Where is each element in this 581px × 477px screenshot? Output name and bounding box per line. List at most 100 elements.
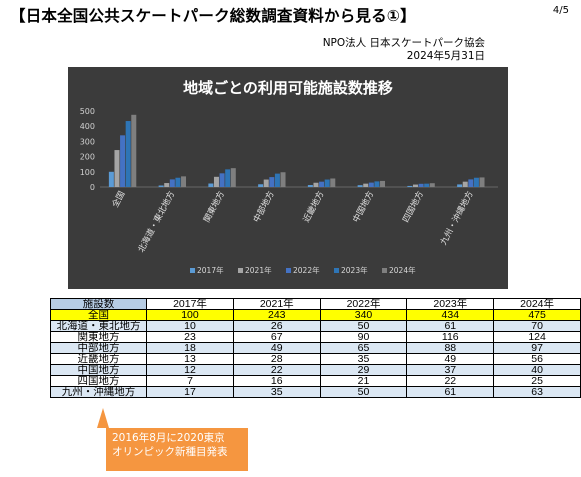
bar <box>424 183 430 187</box>
table-value-cell: 40 <box>493 364 581 376</box>
bar <box>263 179 269 187</box>
table-value-cell: 67 <box>232 331 321 343</box>
x-tick-label: 四国地方 <box>400 189 426 224</box>
x-tick-label: 中部地方 <box>251 189 277 224</box>
table-value-cell: 18 <box>146 342 234 354</box>
table-value-cell: 16 <box>232 375 321 387</box>
bar <box>473 177 479 187</box>
table-value-cell: 243 <box>232 309 321 321</box>
report-date: 2024年5月31日 <box>406 50 485 62</box>
org-name: NPO法人 日本スケートパーク協会 <box>322 37 485 49</box>
table-year-header: 2017年 <box>146 298 234 310</box>
x-tick-label: 全国 <box>110 189 128 209</box>
table-value-cell: 37 <box>406 364 495 376</box>
table-value-cell: 340 <box>319 309 408 321</box>
bar <box>468 179 474 187</box>
x-tick-label: 北海道・東北地方 <box>136 189 178 254</box>
table-value-cell: 100 <box>146 309 234 321</box>
y-tick-label: 400 <box>80 122 95 131</box>
x-tick-label: 近畿地方 <box>301 189 327 224</box>
table-region-cell: 関東地方 <box>49 331 148 343</box>
table-value-cell: 61 <box>406 320 495 332</box>
legend-label: 2022年 <box>293 265 320 275</box>
y-tick-label: 100 <box>80 168 95 177</box>
legend-swatch <box>286 268 291 273</box>
table-value-cell: 88 <box>406 342 495 354</box>
table-value-cell: 475 <box>493 309 581 321</box>
table-value-cell: 61 <box>406 386 495 398</box>
table-value-cell: 10 <box>146 320 234 332</box>
table-value-cell: 116 <box>406 331 495 343</box>
bar <box>412 184 418 187</box>
bar <box>462 181 468 187</box>
bar <box>280 172 286 187</box>
table-value-cell: 21 <box>319 375 408 387</box>
table-region-cell: 北海道・東北地方 <box>49 320 148 332</box>
olympic-callout: 2016年8月に2020東京 オリンピック新種目発表 <box>106 428 248 471</box>
bar <box>258 184 264 187</box>
table-value-cell: 12 <box>146 364 234 376</box>
bar <box>274 173 280 187</box>
table-corner-cell: 施設数 <box>49 298 148 310</box>
table-region-cell: 中部地方 <box>49 342 148 354</box>
bar <box>169 179 175 187</box>
table-value-cell: 65 <box>319 342 408 354</box>
table-region-cell: 九州・沖縄地方 <box>49 386 148 398</box>
bar <box>374 181 380 187</box>
bar <box>368 182 374 187</box>
y-tick-label: 0 <box>90 183 95 192</box>
legend-label: 2021年 <box>245 265 272 275</box>
bar <box>407 185 413 187</box>
legend-swatch <box>334 268 339 273</box>
legend-swatch <box>382 268 387 273</box>
bar <box>108 171 114 187</box>
bar <box>213 176 219 187</box>
bar <box>418 183 424 187</box>
bar <box>164 183 170 187</box>
bar <box>357 185 363 187</box>
table-value-cell: 23 <box>146 331 234 343</box>
bar <box>125 121 131 187</box>
y-tick-label: 500 <box>80 107 95 116</box>
bar <box>219 173 225 187</box>
bar <box>269 177 275 187</box>
bar <box>319 181 325 187</box>
bar <box>363 183 369 187</box>
table-value-cell: 17 <box>146 386 234 398</box>
table-value-cell: 7 <box>146 375 234 387</box>
table-value-cell: 97 <box>493 342 581 354</box>
bar-chart: 地域ごとの利用可能施設数推移 0 100 200 300 400 500 全国 北海道・東北地方… <box>68 67 508 289</box>
table-value-cell: 49 <box>406 353 495 365</box>
chart-canvas: 地域ごとの利用可能施設数推移 0 100 200 300 400 500 全国 北海道・東北地方… <box>80 79 498 275</box>
table-row: 関東地方 23 67 90 116 124 <box>49 331 581 343</box>
bar <box>225 169 231 187</box>
bar <box>175 177 181 187</box>
table-value-cell: 35 <box>232 386 321 398</box>
table-row: 中部地方 18 49 65 88 97 <box>49 342 581 354</box>
table-header-row: 施設数 2017年 2021年 2022年 2023年 2024年 <box>49 298 581 310</box>
table-value-cell: 50 <box>319 320 408 332</box>
table-value-cell: 124 <box>493 331 581 343</box>
table-year-header: 2022年 <box>319 298 408 310</box>
table-value-cell: 22 <box>406 375 495 387</box>
bar <box>120 135 126 187</box>
x-tick-label: 関東地方 <box>201 189 227 224</box>
table-value-cell: 70 <box>493 320 581 332</box>
table-value-cell: 13 <box>146 353 234 365</box>
table-value-cell: 63 <box>493 386 581 398</box>
table-year-header: 2021年 <box>232 298 321 310</box>
table-value-cell: 434 <box>406 309 495 321</box>
table-year-header: 2023年 <box>406 298 495 310</box>
callout-line: オリンピック新種目発表 <box>112 446 228 458</box>
table-year-header: 2024年 <box>493 298 581 310</box>
bar <box>429 183 435 187</box>
table-region-cell: 中国地方 <box>49 364 148 376</box>
legend-label: 2024年 <box>389 265 416 275</box>
bar <box>380 180 386 187</box>
table-value-cell: 28 <box>232 353 321 365</box>
bar <box>330 178 336 187</box>
table-value-cell: 50 <box>319 386 408 398</box>
table-row: 四国地方 7 16 21 22 25 <box>49 375 581 387</box>
bar <box>230 168 236 187</box>
page-heading: 【日本全国公共スケートパーク総数調査資料から見る①】 <box>10 7 416 25</box>
